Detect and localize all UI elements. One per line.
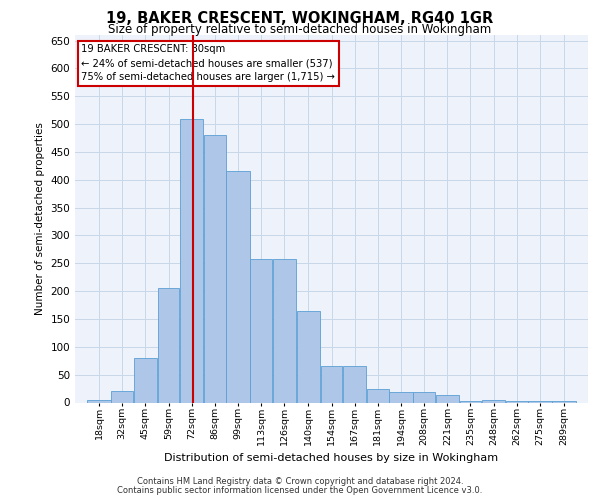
Bar: [553, 401, 575, 402]
Bar: [320, 366, 343, 402]
Bar: [272, 259, 296, 402]
Text: 19, BAKER CRESCENT, WOKINGHAM, RG40 1GR: 19, BAKER CRESCENT, WOKINGHAM, RG40 1GR: [106, 11, 494, 26]
Bar: [134, 358, 157, 403]
Bar: [226, 172, 250, 402]
Text: Contains public sector information licensed under the Open Government Licence v3: Contains public sector information licen…: [118, 486, 482, 495]
Bar: [158, 288, 179, 403]
Bar: [296, 310, 320, 402]
Bar: [180, 118, 203, 403]
X-axis label: Distribution of semi-detached houses by size in Wokingham: Distribution of semi-detached houses by …: [164, 454, 499, 464]
Bar: [112, 392, 133, 402]
Y-axis label: Number of semi-detached properties: Number of semi-detached properties: [35, 122, 45, 315]
Bar: [343, 366, 367, 402]
Bar: [506, 401, 527, 402]
Bar: [389, 392, 413, 402]
Bar: [436, 396, 459, 402]
Bar: [413, 392, 435, 402]
Bar: [250, 259, 272, 402]
Bar: [367, 388, 389, 402]
Text: Contains HM Land Registry data © Crown copyright and database right 2024.: Contains HM Land Registry data © Crown c…: [137, 477, 463, 486]
Text: 19 BAKER CRESCENT: 80sqm
← 24% of semi-detached houses are smaller (537)
75% of : 19 BAKER CRESCENT: 80sqm ← 24% of semi-d…: [81, 44, 335, 82]
Bar: [482, 400, 505, 402]
Text: Size of property relative to semi-detached houses in Wokingham: Size of property relative to semi-detach…: [109, 22, 491, 36]
Bar: [204, 135, 226, 402]
Bar: [460, 401, 481, 402]
Bar: [88, 400, 110, 402]
